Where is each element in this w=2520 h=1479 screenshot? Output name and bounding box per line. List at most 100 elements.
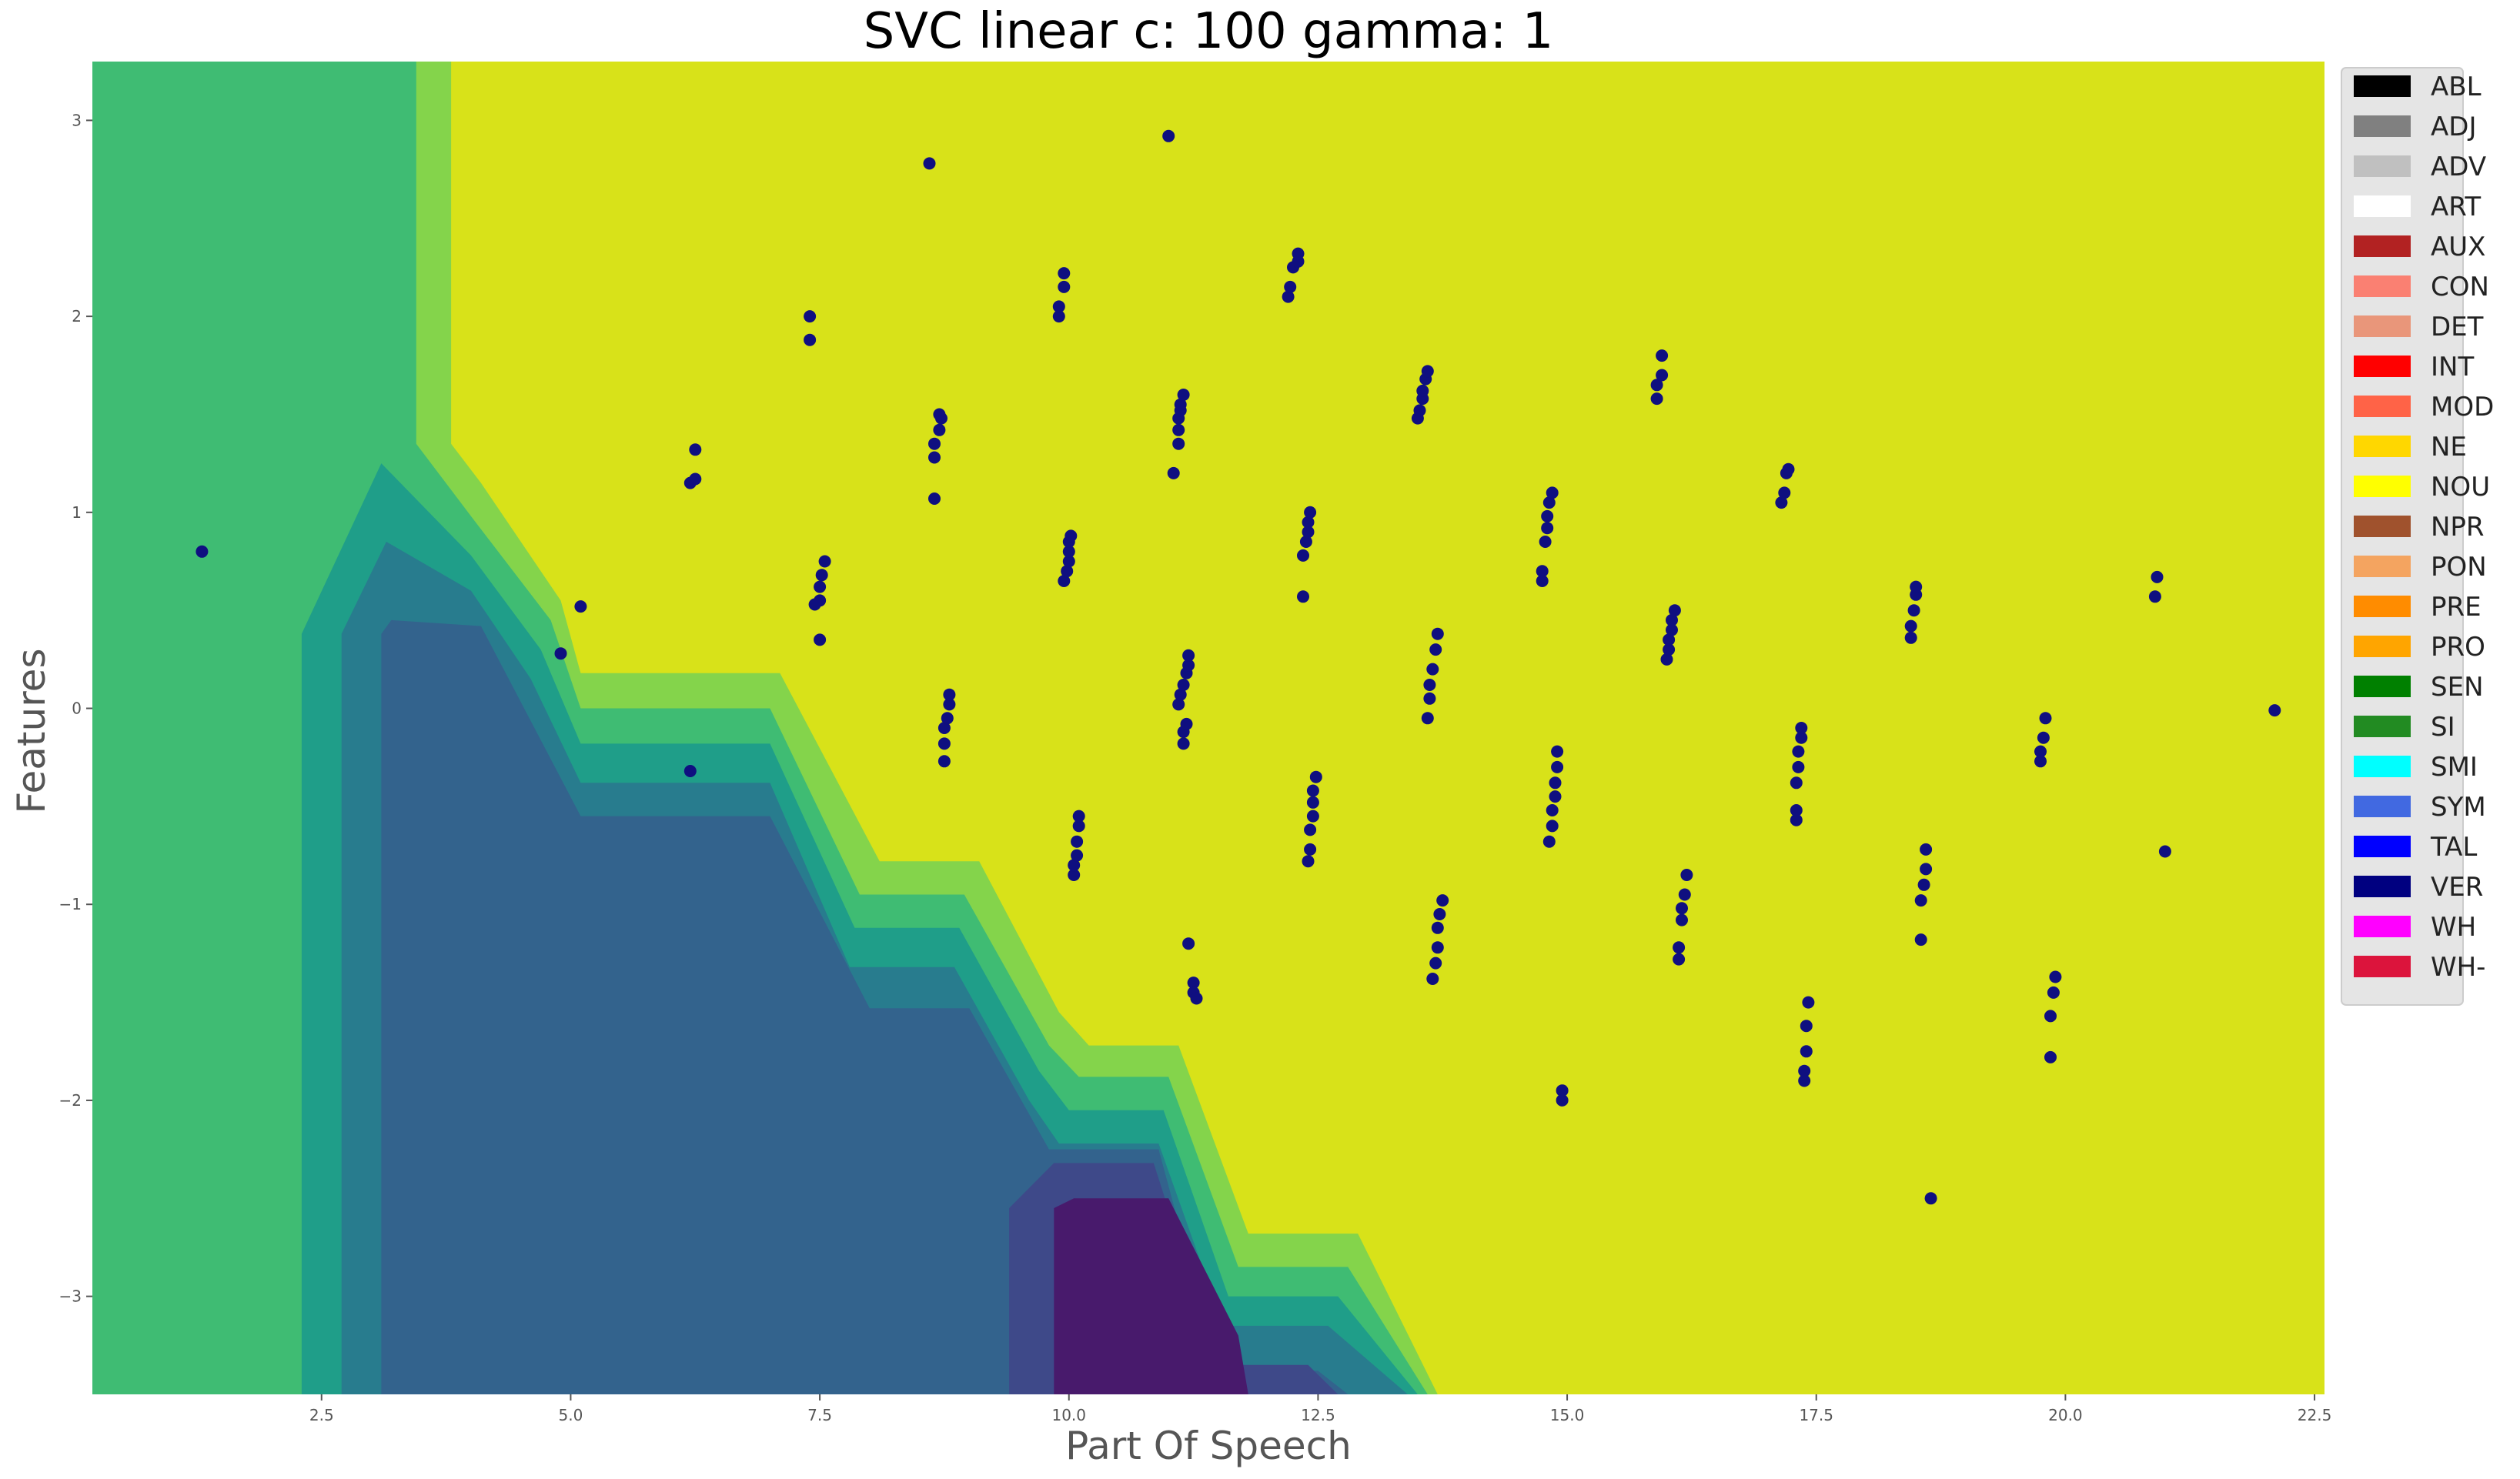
data-point (1551, 760, 1564, 773)
data-point (818, 555, 831, 568)
data-point (1676, 902, 1688, 915)
data-point (1536, 565, 1549, 578)
data-point (1431, 627, 1444, 640)
legend-label: NPR (2431, 512, 2485, 543)
data-point (1299, 536, 1312, 548)
data-point (2044, 1050, 2057, 1063)
legend-label: MOD (2431, 392, 2494, 422)
data-point (1062, 545, 1075, 558)
x-axis-label: Part Of Speech (1065, 1424, 1352, 1468)
x-tick-label: 15.0 (1550, 1406, 1585, 1424)
legend-swatch (2354, 75, 2411, 97)
data-point (1678, 888, 1691, 901)
data-point (943, 688, 956, 701)
legend-swatch (2354, 516, 2411, 537)
legend-swatch (2354, 115, 2411, 137)
data-point (1306, 784, 1319, 797)
data-point (1052, 310, 1065, 323)
data-point (1795, 731, 1808, 744)
data-point (1920, 843, 1933, 856)
x-tick-label: 10.0 (1051, 1406, 1086, 1424)
data-point (928, 437, 941, 450)
data-point (1426, 663, 1439, 676)
data-point (1660, 653, 1673, 666)
data-point (683, 765, 697, 777)
data-point (2158, 845, 2171, 858)
data-point (1423, 692, 1436, 705)
data-point (2037, 731, 2050, 744)
legend-label: NOU (2431, 472, 2490, 502)
data-point (1284, 280, 1297, 293)
data-point (808, 598, 821, 611)
data-point (1666, 613, 1678, 626)
data-point (1802, 996, 1815, 1009)
data-point (1177, 679, 1190, 691)
data-point (1907, 604, 1920, 617)
data-point (1068, 859, 1081, 872)
legend-label: NE (2431, 432, 2467, 462)
data-point (1680, 869, 1693, 881)
data-point (1798, 1074, 1811, 1087)
data-points (196, 129, 2281, 1205)
legend-label: AUX (2431, 232, 2485, 262)
legend-swatch (2354, 235, 2411, 257)
legend-label: SI (2431, 712, 2455, 743)
data-point (1792, 760, 1805, 773)
data-point (923, 157, 936, 170)
legend-label: SMI (2431, 752, 2478, 783)
data-point (1673, 941, 1686, 954)
legend: ABL ADJ ADV ART AUX CON DET INT MOD NE NOU NPR PON PR… (2341, 67, 2494, 1006)
data-point (1429, 957, 1442, 970)
data-point (1306, 810, 1319, 823)
data-point (1778, 486, 1791, 499)
data-point (1304, 506, 1317, 519)
x-tick-label: 7.5 (807, 1406, 832, 1424)
data-point (1052, 300, 1065, 313)
data-point (1798, 1064, 1811, 1077)
data-point (804, 310, 817, 323)
decision-regions (92, 62, 2324, 1394)
data-point (1071, 835, 1084, 848)
data-point (1064, 529, 1078, 543)
data-point (1549, 790, 1562, 803)
data-point (1800, 1045, 1813, 1058)
data-point (1546, 804, 1559, 816)
data-point (1904, 619, 1917, 633)
x-tick-label: 5.0 (559, 1406, 583, 1424)
data-point (1924, 1192, 1937, 1205)
data-point (815, 569, 828, 582)
data-point (1431, 941, 1444, 954)
data-point (1431, 921, 1444, 934)
legend-swatch (2354, 596, 2411, 617)
data-point (943, 698, 956, 711)
data-point (1302, 526, 1315, 539)
legend-swatch (2354, 676, 2411, 697)
data-point (1549, 776, 1562, 790)
x-tick-label: 20.0 (2048, 1406, 2083, 1424)
legend-label: SEN (2431, 672, 2484, 703)
data-point (2039, 712, 2052, 725)
legend-label: INT (2431, 352, 2474, 382)
data-point (1174, 688, 1187, 701)
data-point (2148, 590, 2161, 603)
data-point (1182, 649, 1195, 662)
data-point (1423, 679, 1436, 691)
data-point (1539, 536, 1552, 548)
data-point (1650, 392, 1663, 406)
data-point (1174, 398, 1187, 411)
y-tick-label: 0 (72, 699, 82, 718)
data-point (928, 492, 941, 505)
data-point (1904, 631, 1917, 644)
data-point (574, 600, 587, 613)
data-point (1068, 869, 1081, 881)
y-tick-label: 2 (72, 307, 82, 326)
data-point (1172, 437, 1185, 450)
data-point (933, 423, 946, 436)
data-point (1282, 290, 1295, 303)
data-point (2151, 570, 2164, 583)
data-point (1541, 509, 1554, 522)
data-point (928, 451, 941, 464)
data-point (1436, 894, 1449, 907)
data-point (1177, 737, 1190, 750)
data-point (1795, 722, 1808, 734)
